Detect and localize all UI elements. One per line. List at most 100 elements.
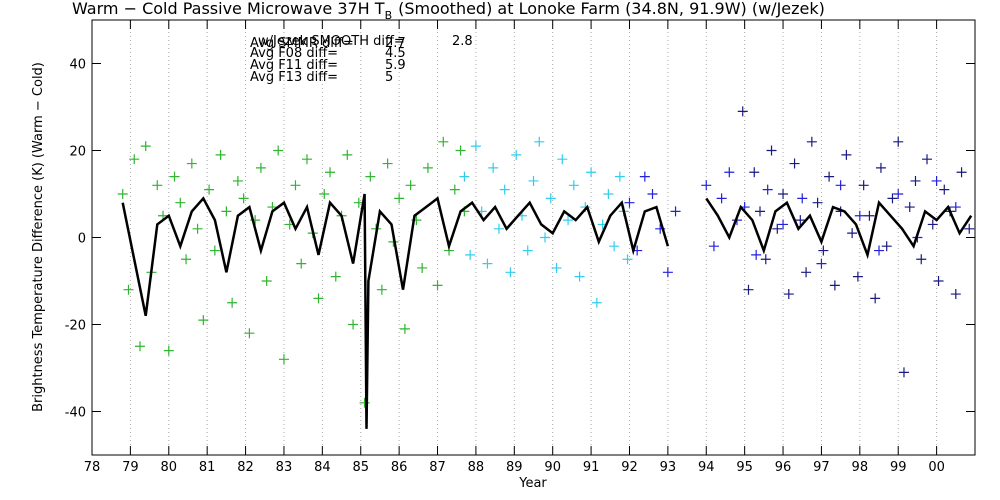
data-point bbox=[296, 258, 307, 269]
annotation-value: 5 bbox=[385, 70, 393, 85]
data-point bbox=[806, 136, 817, 147]
x-tick-label: 92 bbox=[621, 460, 638, 475]
data-point bbox=[624, 197, 635, 208]
annotation-value: 2.7 bbox=[385, 36, 406, 51]
data-point bbox=[751, 249, 762, 260]
annotation-value: 4.5 bbox=[385, 46, 406, 61]
data-point bbox=[261, 276, 272, 286]
data-point bbox=[818, 245, 829, 256]
data-point bbox=[778, 189, 789, 199]
data-point bbox=[766, 145, 777, 156]
data-point bbox=[812, 197, 823, 208]
data-point bbox=[964, 223, 975, 234]
data-point bbox=[847, 228, 858, 239]
data-point bbox=[887, 193, 898, 204]
x-tick-label: 82 bbox=[237, 460, 254, 475]
data-point bbox=[244, 328, 255, 339]
data-point bbox=[540, 232, 551, 243]
x-tick-label: 94 bbox=[698, 460, 715, 475]
x-tick-label: 96 bbox=[775, 460, 792, 475]
data-point bbox=[376, 284, 387, 295]
data-point bbox=[186, 158, 197, 169]
chart-title: Warm − Cold Passive Microwave 37H TB (Smo… bbox=[72, 0, 825, 22]
data-point bbox=[482, 258, 493, 269]
y-tick-label: 0 bbox=[78, 232, 86, 247]
data-point bbox=[522, 245, 533, 256]
data-point bbox=[568, 180, 579, 191]
data-point bbox=[117, 189, 128, 199]
data-point bbox=[835, 180, 846, 191]
x-tick-label: 98 bbox=[852, 460, 869, 475]
x-tick-label: 97 bbox=[813, 460, 830, 475]
y-axis-label: Brightness Temperature Difference (K) (W… bbox=[31, 62, 46, 412]
data-point bbox=[603, 189, 614, 199]
data-point bbox=[829, 280, 840, 291]
data-point bbox=[563, 215, 574, 226]
data-point bbox=[215, 149, 226, 160]
data-point bbox=[438, 136, 449, 147]
data-point bbox=[399, 323, 410, 334]
data-point bbox=[910, 175, 921, 186]
data-point bbox=[874, 245, 885, 256]
annotation-text: Avg F11 diff= bbox=[250, 58, 338, 73]
data-point bbox=[956, 167, 967, 178]
data-point bbox=[255, 162, 266, 173]
data-point bbox=[278, 354, 289, 365]
data-point bbox=[493, 223, 504, 234]
data-point bbox=[670, 206, 681, 217]
plot-frame bbox=[91, 19, 976, 456]
data-point bbox=[545, 193, 556, 204]
data-point bbox=[204, 184, 215, 195]
x-tick-label: 80 bbox=[161, 460, 178, 475]
data-point bbox=[797, 193, 808, 204]
x-axis-label: Year bbox=[518, 476, 547, 491]
data-point bbox=[221, 206, 232, 217]
x-tick-label: 88 bbox=[468, 460, 485, 475]
data-point bbox=[198, 315, 209, 326]
x-tick-label: 99 bbox=[890, 460, 907, 475]
data-point bbox=[864, 210, 875, 221]
data-point bbox=[904, 202, 915, 213]
data-point bbox=[574, 271, 585, 282]
data-point bbox=[488, 162, 499, 173]
x-tick-label: 79 bbox=[122, 460, 139, 475]
title-suffix: (Smoothed) at Lonoke Farm (34.8N, 91.9W)… bbox=[398, 0, 825, 18]
x-tick-label: 84 bbox=[314, 460, 331, 475]
data-point bbox=[301, 154, 312, 165]
x-tick-label: 93 bbox=[660, 460, 677, 475]
y-tick-label: 40 bbox=[69, 58, 86, 73]
data-point bbox=[931, 175, 942, 186]
data-point bbox=[551, 262, 562, 273]
data-point bbox=[319, 189, 330, 199]
data-point bbox=[470, 141, 481, 152]
data-point bbox=[647, 189, 658, 199]
data-point bbox=[152, 180, 163, 191]
data-point bbox=[405, 180, 416, 191]
data-point bbox=[169, 171, 180, 182]
data-point bbox=[816, 258, 827, 269]
data-point bbox=[238, 193, 249, 204]
data-point bbox=[432, 280, 443, 291]
data-point bbox=[609, 241, 620, 252]
data-point bbox=[852, 271, 863, 282]
data-point bbox=[716, 193, 727, 204]
data-point bbox=[394, 193, 405, 204]
data-point bbox=[778, 219, 789, 230]
data-point bbox=[586, 167, 597, 178]
data-point bbox=[922, 154, 933, 165]
x-tick-label: 81 bbox=[199, 460, 216, 475]
data-point bbox=[772, 223, 783, 234]
data-point bbox=[449, 184, 460, 195]
data-point bbox=[455, 145, 466, 156]
data-point bbox=[789, 158, 800, 169]
x-tick-label: 95 bbox=[736, 460, 753, 475]
data-point bbox=[760, 254, 771, 265]
x-tick-label: 86 bbox=[391, 460, 408, 475]
annotation-value: 5.9 bbox=[385, 58, 406, 73]
data-point bbox=[528, 175, 539, 186]
x-tick-label: 90 bbox=[544, 460, 561, 475]
data-point bbox=[824, 171, 835, 182]
annotation-value: 2.8 bbox=[452, 34, 473, 49]
annotation-text: Avg F08 diff= bbox=[250, 46, 338, 61]
